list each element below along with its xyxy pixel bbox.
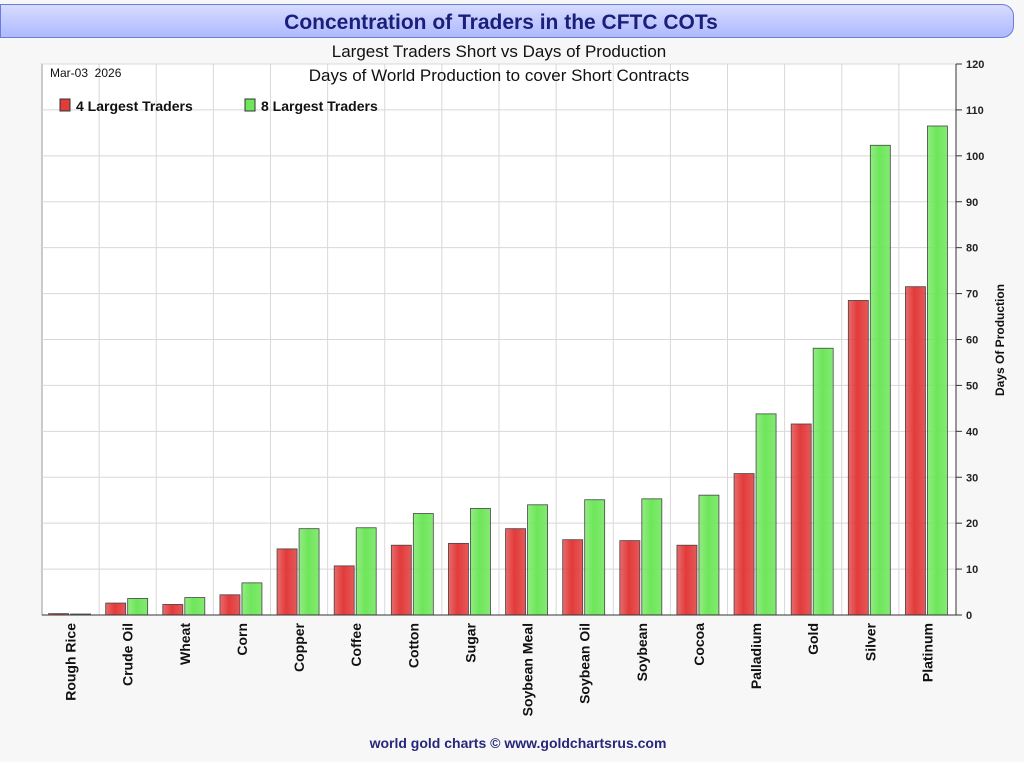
- bar-4-largest-sugar: [448, 542, 469, 616]
- bar-4-largest-crude-oil: [105, 602, 127, 616]
- bar-8-largest-copper: [298, 528, 320, 616]
- legend-swatch-4-largest: [59, 98, 71, 112]
- x-tick-label: Soybean: [634, 623, 650, 681]
- y-tick-label: 20: [966, 518, 978, 530]
- y-tick-label: 0: [966, 610, 972, 622]
- y-tick-label: 100: [966, 151, 984, 163]
- bars-layer: [48, 125, 948, 616]
- bar-8-largest-soybean: [641, 498, 663, 616]
- bar-8-largest-cotton: [412, 513, 434, 616]
- bar-8-largest-cocoa: [698, 494, 720, 616]
- x-tick-label: Corn: [234, 623, 250, 656]
- bar-4-largest-gold: [790, 423, 812, 616]
- legend-swatch-8-largest: [244, 98, 256, 112]
- y-tick-label: 50: [966, 380, 978, 392]
- x-tick-label: Platinum: [919, 623, 935, 682]
- x-tick-label: Crude Oil: [120, 623, 136, 686]
- chart-subtitle: Largest Traders Short vs Days of Product…: [332, 42, 667, 61]
- y-tick-label: 120: [966, 59, 984, 71]
- legend: 4 Largest Traders 8 Largest Traders: [59, 98, 378, 114]
- bar-8-largest-soybean-meal: [527, 504, 548, 616]
- date-label: Mar-03 2026: [50, 66, 122, 80]
- x-tick-label: Coffee: [348, 623, 364, 667]
- y-axis-title: Days Of Production: [993, 284, 1007, 396]
- bar-8-largest-palladium: [755, 413, 777, 616]
- legend-label-4-largest: 4 Largest Traders: [76, 98, 193, 114]
- bar-4-largest-coffee: [333, 565, 355, 616]
- y-tick-label: 30: [966, 472, 978, 484]
- chart-subtitle-2: Days of World Production to cover Short …: [309, 66, 689, 85]
- x-tick-label: Cocoa: [691, 623, 707, 666]
- title-bar: Concentration of Traders in the CFTC COT…: [0, 4, 1014, 38]
- x-tick-label: Rough Rice: [63, 623, 79, 701]
- bar-4-largest-cotton: [390, 544, 412, 616]
- y-tick-label: 60: [966, 335, 978, 347]
- bar-8-largest-platinum: [927, 125, 948, 616]
- y-tick-label: 110: [966, 105, 984, 117]
- y-tick-label: 40: [966, 426, 978, 438]
- footer-credit: world gold charts © www.goldchartsrus.co…: [369, 735, 667, 751]
- x-tick-label: Silver: [862, 622, 878, 661]
- bar-4-largest-palladium: [733, 473, 755, 616]
- x-tick-label: Soybean Oil: [577, 623, 593, 704]
- y-tick-label: 80: [966, 243, 978, 255]
- bar-4-largest-soybean-meal: [505, 528, 526, 616]
- y-tick-label: 90: [966, 197, 978, 209]
- x-tick-label: Palladium: [748, 623, 764, 689]
- x-tick-label: Copper: [291, 622, 307, 672]
- y-tick-label: 10: [966, 564, 978, 576]
- x-tick-label: Soybean Meal: [520, 623, 536, 716]
- bar-8-largest-corn: [241, 582, 263, 616]
- x-tick-label: Gold: [805, 623, 821, 655]
- axis-layer: 0 10 20 30 40 50 60 70 80 90 100 110 120 Rough Rice Cr…: [42, 59, 984, 716]
- bar-4-largest-cocoa: [676, 544, 698, 616]
- x-tick-label: Wheat: [177, 623, 193, 665]
- bar-4-largest-corn: [219, 594, 241, 616]
- bar-8-largest-sugar: [470, 508, 491, 616]
- legend-label-8-largest: 8 Largest Traders: [261, 98, 378, 114]
- bar-8-largest-soybean-oil: [584, 499, 606, 616]
- bar-8-largest-silver: [869, 144, 891, 616]
- bar-4-largest-platinum: [905, 286, 926, 616]
- bar-8-largest-coffee: [355, 527, 377, 616]
- bar-4-largest-copper: [276, 548, 298, 616]
- x-tick-label: Sugar: [462, 622, 478, 662]
- bar-8-largest-wheat: [184, 597, 206, 616]
- bar-4-largest-wheat: [162, 604, 184, 616]
- chart-title: Concentration of Traders in the CFTC COT…: [284, 11, 718, 34]
- bar-8-largest-crude-oil: [127, 598, 149, 616]
- bar-4-largest-soybean-oil: [562, 539, 584, 616]
- y-tick-label: 70: [966, 289, 978, 301]
- bar-4-largest-soybean: [619, 540, 641, 616]
- bar-8-largest-gold: [812, 347, 834, 616]
- bar-4-largest-silver: [847, 300, 869, 616]
- x-tick-label: Cotton: [405, 623, 421, 668]
